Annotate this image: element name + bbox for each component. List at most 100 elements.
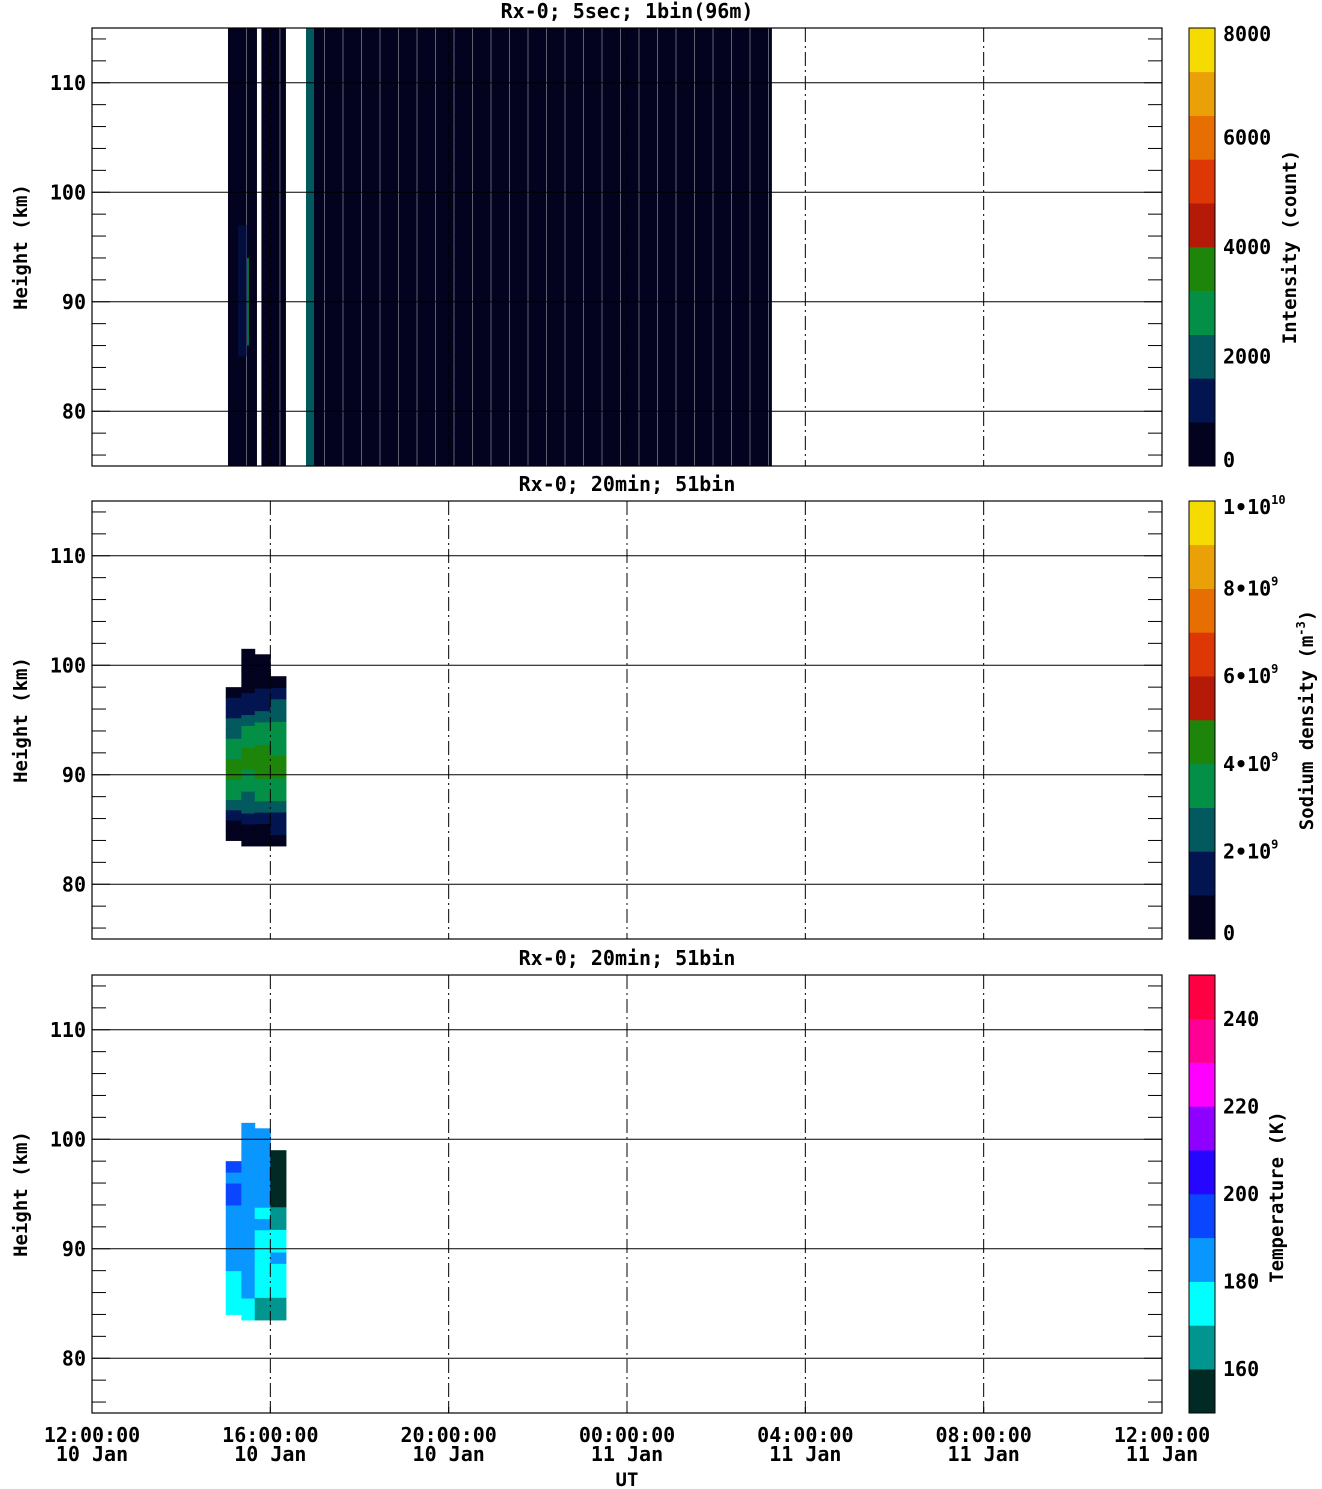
data-cell [254, 699, 271, 712]
data-cell [254, 1173, 271, 1186]
data-cell [254, 1195, 271, 1208]
data-cell [254, 676, 271, 689]
chart-title: Rx-0; 5sec; 1bin(96m) [501, 0, 754, 23]
data-cell [241, 736, 256, 748]
data-cell [241, 1177, 256, 1190]
data-cell [225, 1194, 242, 1206]
colorbar-label-text: Temperature (K) [1266, 1111, 1288, 1283]
colorbar-unit: (m [1296, 636, 1318, 659]
sodium-layer-trace [237, 225, 247, 357]
data-cell [241, 725, 256, 737]
y-tick-label: 100 [50, 1127, 86, 1151]
chart-title: Rx-0; 20min; 51bin [519, 946, 736, 970]
panel-1: 110 100 90 80 Rx-0; 5sec; 1bin(96m) Height (k… [10, 0, 1301, 472]
colorbar-tick-mantissa: 0 [1223, 921, 1235, 945]
data-cell [270, 732, 287, 745]
data-cell [254, 778, 271, 791]
data-cell [270, 721, 287, 734]
data-cell [225, 748, 242, 760]
data-cell [225, 1281, 242, 1294]
data-cell [225, 728, 242, 739]
x-tick-date: 10 Jan [56, 1442, 128, 1466]
data-cell [270, 1252, 287, 1264]
data-cell [241, 714, 256, 726]
colorbar-swatch [1189, 632, 1215, 677]
data-cell [225, 779, 242, 790]
colorbar-swatch [1189, 763, 1215, 808]
data-cell [254, 744, 271, 757]
data-cell [254, 1252, 271, 1265]
data-cell [254, 755, 271, 768]
colorbar-swatch [1189, 1018, 1215, 1063]
data-cell [241, 1221, 256, 1233]
data-cell [254, 1218, 271, 1231]
data-cell [225, 809, 242, 821]
data-cell [241, 692, 256, 705]
y-axis-label: Height (km) [10, 1131, 32, 1257]
colorbar-tick-label: 8•109 [1223, 575, 1278, 601]
data-cell [225, 830, 242, 841]
colorbar-label: Intensity (count) [1279, 150, 1301, 344]
data-cell [241, 802, 256, 814]
data-cell [254, 834, 271, 847]
colorbar-tick-label: 0 [1223, 921, 1235, 945]
colorbar-swatch [1189, 895, 1215, 940]
colorbar-tick-label: 6000 [1223, 126, 1271, 150]
data-block [306, 28, 772, 466]
colorbar-tick-label: 2000 [1223, 345, 1271, 369]
colorbar-tick-exponent: 9 [1271, 662, 1278, 676]
data-cell [270, 710, 287, 722]
x-tick-date: 10 Jan [413, 1442, 485, 1466]
data-cell [241, 670, 256, 683]
colorbar-swatch [1189, 159, 1215, 204]
colorbar-swatch [1189, 720, 1215, 765]
y-tick-label: 100 [50, 653, 86, 677]
y-tick-label: 90 [62, 290, 86, 314]
colorbar-frame [1188, 27, 1216, 467]
x-axis-label: UT [616, 1469, 639, 1489]
colorbar-frame [1188, 974, 1216, 1414]
x-tick-date: 11 Jan [591, 1442, 663, 1466]
colorbar-swatch [1189, 1150, 1215, 1195]
panel-3: 110 100 90 80 Rx-0; 20min; 51bin Height (km) 2… [10, 946, 1288, 1489]
data-cell [270, 1184, 287, 1196]
data-cell [254, 733, 271, 745]
x-tick-time: 00:00:00 [579, 1423, 675, 1447]
data-cell [270, 823, 287, 836]
data-cell [241, 834, 256, 847]
colorbar-tick-mantissa: 8•10 [1223, 577, 1271, 601]
data-cell [241, 1122, 256, 1135]
data-cell [225, 738, 242, 749]
data-cell [270, 1240, 287, 1253]
colorbar-tick-label: 8000 [1223, 22, 1271, 46]
data-cell [254, 1150, 271, 1163]
colorbar-tick-mantissa: 2•10 [1223, 839, 1271, 863]
data-cell [241, 1232, 256, 1244]
data-cell [254, 1229, 271, 1242]
data-cell [270, 1195, 287, 1208]
colorbar-swatch [1189, 1325, 1215, 1370]
data-cell [270, 1229, 287, 1242]
x-tick-time: 16:00:00 [222, 1423, 318, 1447]
x-tick-date: 11 Jan [769, 1442, 841, 1466]
x-tick-time: 08:00:00 [936, 1423, 1032, 1447]
data-cell [254, 665, 271, 678]
data-cell [270, 789, 287, 802]
y-tick-label: 80 [62, 399, 86, 423]
data-cell [270, 1297, 287, 1310]
x-tick-time: 20:00:00 [401, 1423, 497, 1447]
data-cell [254, 767, 271, 779]
colorbar-tick-label: 240 [1223, 1007, 1259, 1031]
data-cell [241, 681, 256, 694]
data-cell [241, 648, 256, 661]
colorbar-swatch [1189, 203, 1215, 248]
data-cell [241, 1265, 256, 1277]
data-cell [254, 1241, 271, 1253]
data-cell [254, 1263, 271, 1276]
data-cell [254, 1308, 271, 1321]
colorbar-swatch [1189, 115, 1215, 160]
data-cell [225, 687, 242, 698]
data-cell [225, 1270, 242, 1283]
